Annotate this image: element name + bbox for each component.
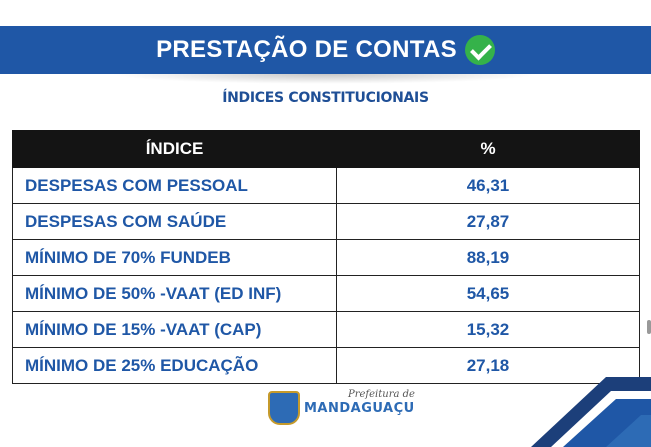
index-value: 27,18 — [336, 347, 640, 384]
index-name: MÍNIMO DE 70% FUNDEB — [12, 239, 337, 276]
table-header-row: ÍNDICE % — [12, 130, 640, 168]
banner-shadow — [110, 74, 540, 84]
index-value: 15,32 — [336, 311, 640, 348]
logo-name: MANDAGUAÇU — [304, 401, 415, 416]
index-name: DESPESAS COM SAÚDE — [12, 203, 337, 240]
index-value: 88,19 — [336, 239, 640, 276]
indices-table: ÍNDICE % DESPESAS COM PESSOAL 46,31 DESP… — [12, 130, 640, 384]
corner-decoration — [531, 377, 651, 447]
table-row: MÍNIMO DE 50% -VAAT (ED INF) 54,65 — [12, 275, 640, 312]
index-name: MÍNIMO DE 25% EDUCAÇÃO — [12, 347, 337, 384]
index-name: DESPESAS COM PESSOAL — [12, 167, 337, 204]
index-name: MÍNIMO DE 15% -VAAT (CAP) — [12, 311, 337, 348]
page-subtitle: ÍNDICES CONSTITUCIONAIS — [222, 90, 429, 106]
table-row: MÍNIMO DE 15% -VAAT (CAP) 15,32 — [12, 311, 640, 348]
title-banner: PRESTAÇÃO DE CONTAS — [0, 26, 651, 74]
index-value: 54,65 — [336, 275, 640, 312]
index-value: 27,87 — [336, 203, 640, 240]
logo-prefix: Prefeitura de — [348, 389, 415, 400]
table-row: MÍNIMO DE 70% FUNDEB 88,19 — [12, 239, 640, 276]
banner-title: PRESTAÇÃO DE CONTAS — [156, 36, 457, 63]
index-value: 46,31 — [336, 167, 640, 204]
logo-text: Prefeitura de MANDAGUAÇU — [304, 389, 415, 417]
city-crest-icon — [268, 391, 300, 425]
prefeitura-logo: Prefeitura de MANDAGUAÇU — [268, 389, 415, 426]
header-percent: % — [336, 130, 640, 168]
index-name: MÍNIMO DE 50% -VAAT (ED INF) — [12, 275, 337, 312]
check-circle-icon — [464, 35, 495, 65]
table-row: MÍNIMO DE 25% EDUCAÇÃO 27,18 — [12, 347, 640, 384]
header-indice: ÍNDICE — [12, 130, 337, 168]
table-row: DESPESAS COM SAÚDE 27,87 — [12, 203, 640, 240]
table-row: DESPESAS COM PESSOAL 46,31 — [12, 167, 640, 204]
edge-mark — [647, 320, 651, 334]
